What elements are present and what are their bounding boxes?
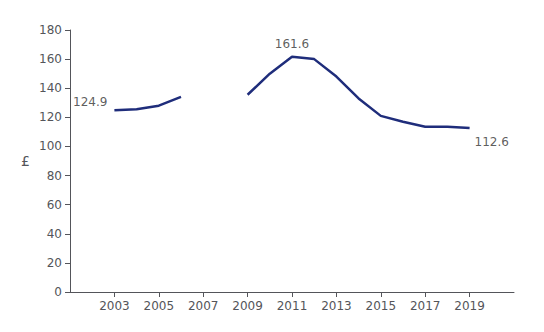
svg-text:2019: 2019 — [454, 299, 485, 313]
svg-text:2003: 2003 — [99, 299, 130, 313]
svg-text:40: 40 — [47, 227, 62, 241]
svg-text:180: 180 — [39, 23, 62, 37]
svg-text:124.9: 124.9 — [73, 95, 107, 109]
svg-text:2011: 2011 — [277, 299, 308, 313]
svg-text:20: 20 — [47, 256, 62, 270]
svg-text:2017: 2017 — [410, 299, 441, 313]
svg-text:100: 100 — [39, 139, 62, 153]
svg-text:80: 80 — [47, 169, 62, 183]
svg-text:60: 60 — [47, 198, 62, 212]
svg-text:£: £ — [21, 153, 30, 169]
svg-text:2015: 2015 — [366, 299, 397, 313]
svg-text:161.6: 161.6 — [275, 37, 309, 51]
svg-text:112.6: 112.6 — [475, 135, 509, 149]
svg-text:2005: 2005 — [144, 299, 175, 313]
svg-text:160: 160 — [39, 52, 62, 66]
svg-text:2009: 2009 — [232, 299, 263, 313]
svg-text:120: 120 — [39, 110, 62, 124]
svg-text:2013: 2013 — [321, 299, 352, 313]
svg-text:2007: 2007 — [188, 299, 219, 313]
svg-text:0: 0 — [54, 285, 62, 299]
svg-text:140: 140 — [39, 81, 62, 95]
